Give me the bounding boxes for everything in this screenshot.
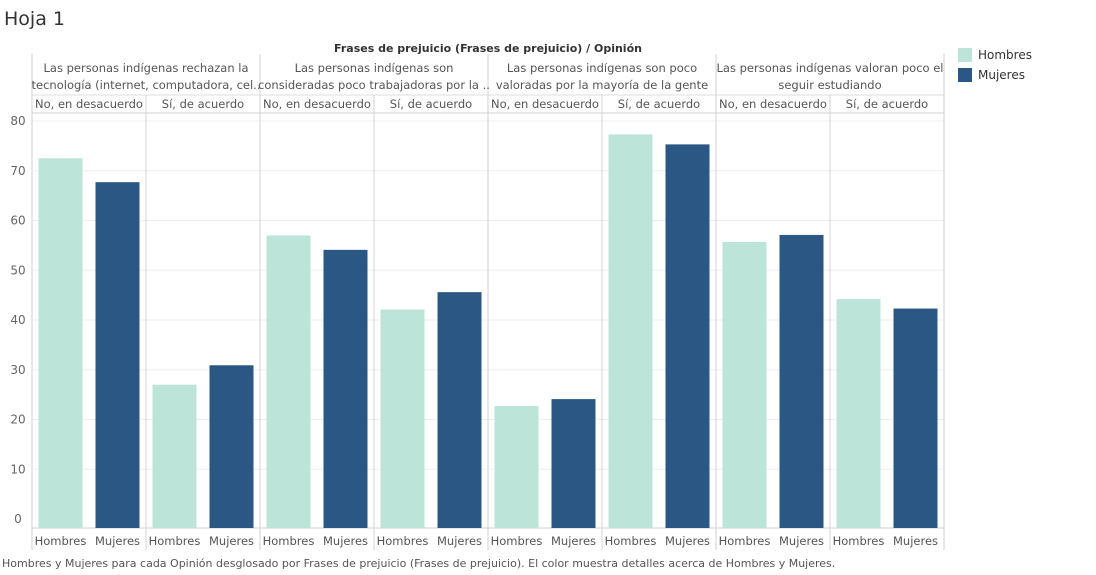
bar-mujeres [209, 365, 254, 528]
subgroup-header-label: No, en desacuerdo [263, 97, 371, 111]
bar-hombres [608, 134, 653, 528]
legend-item-mujeres[interactable]: Mujeres [958, 65, 1032, 85]
y-tick-label: 40 [10, 313, 25, 327]
subgroup-header-label: No, en desacuerdo [719, 97, 827, 111]
group-header-label: Las personas indígenas rechazan la [43, 61, 248, 75]
chart-title: Frases de prejuicio (Frases de prejuicio… [334, 42, 642, 55]
y-tick-label: 50 [10, 263, 25, 277]
subgroup-header-label: Sí, de acuerdo [618, 97, 700, 111]
x-tick-label: Hombres [377, 534, 429, 548]
subgroup-header-label: Sí, de acuerdo [162, 97, 244, 111]
group-header-label: tecnología (internet, computadora, cel.. [32, 78, 261, 92]
legend-label-hombres: Hombres [978, 48, 1032, 62]
bar-mujeres [665, 144, 710, 528]
bar-mujeres [437, 292, 482, 528]
subgroup-header-label: Sí, de acuerdo [846, 97, 928, 111]
x-tick-label: Hombres [263, 534, 315, 548]
chart-caption: Hombres y Mujeres para cada Opinión desg… [2, 557, 836, 570]
group-header-label: valoradas por la mayoría de la gente [496, 78, 708, 92]
subgroup-header-label: No, en desacuerdo [35, 97, 143, 111]
bar-hombres [152, 384, 197, 528]
y-tick-label: 20 [10, 413, 25, 427]
x-tick-label: Mujeres [323, 534, 368, 548]
legend-label-mujeres: Mujeres [978, 68, 1025, 82]
bar-mujeres [779, 234, 824, 529]
y-tick-label: 10 [10, 462, 25, 476]
legend: Hombres Mujeres [958, 45, 1032, 85]
y-tick-label: 30 [10, 363, 25, 377]
sheet-title: Hoja 1 [4, 8, 65, 30]
x-tick-label: Hombres [149, 534, 201, 548]
group-header-label: Las personas indígenas son [295, 61, 454, 75]
group-header-label: seguir estudiando [778, 78, 881, 92]
y-tick-label: 80 [10, 114, 25, 128]
x-tick-label: Mujeres [209, 534, 254, 548]
bar-mujeres [95, 182, 140, 528]
x-tick-label: Hombres [605, 534, 657, 548]
x-tick-label: Mujeres [893, 534, 938, 548]
y-tick-label: 60 [10, 214, 25, 228]
bar-hombres [266, 235, 311, 529]
x-tick-label: Mujeres [779, 534, 824, 548]
x-tick-label: Hombres [719, 534, 771, 548]
legend-item-hombres[interactable]: Hombres [958, 45, 1032, 65]
bar-mujeres [893, 308, 938, 528]
bar-hombres [722, 241, 767, 528]
x-tick-label: Mujeres [437, 534, 482, 548]
legend-swatch-mujeres [958, 68, 972, 82]
bar-mujeres [551, 399, 596, 528]
x-tick-label: Mujeres [551, 534, 596, 548]
x-tick-label: Hombres [35, 534, 87, 548]
subgroup-header-label: Sí, de acuerdo [390, 97, 472, 111]
x-tick-label: Mujeres [665, 534, 710, 548]
legend-swatch-hombres [958, 48, 972, 62]
bar-chart: Frases de prejuicio (Frases de prejuicio… [10, 42, 945, 550]
group-header-label: consideradas poco trabajadoras por la .. [258, 78, 490, 92]
y-tick-label: 0 [14, 512, 22, 526]
group-header-label: Las personas indígenas valoran poco el [717, 61, 944, 75]
bar-hombres [38, 158, 83, 528]
bar-hombres [836, 299, 881, 528]
x-tick-label: Hombres [833, 534, 885, 548]
y-tick-label: 70 [10, 164, 25, 178]
group-header-label: Las personas indígenas son poco [507, 61, 697, 75]
bar-hombres [494, 406, 539, 528]
bar-hombres [380, 309, 425, 528]
x-tick-label: Hombres [491, 534, 543, 548]
x-tick-label: Mujeres [95, 534, 140, 548]
bar-mujeres [323, 249, 368, 529]
subgroup-header-label: No, en desacuerdo [491, 97, 599, 111]
